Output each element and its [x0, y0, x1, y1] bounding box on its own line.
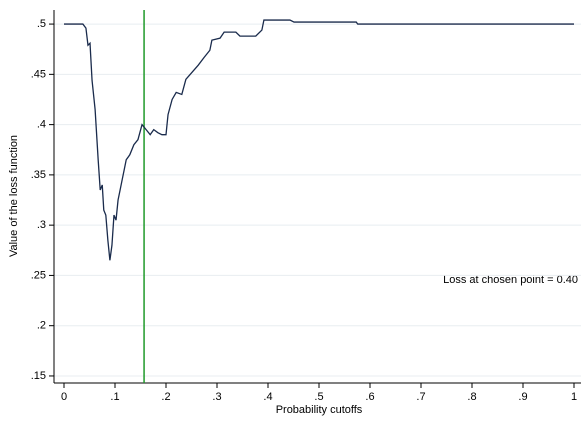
data-line: [64, 19, 574, 261]
y-tick-label: .25: [31, 269, 46, 281]
x-axis-title: Probability cutoffs: [276, 404, 363, 416]
y-tick-label: .5: [37, 18, 46, 30]
x-tick-label: 1: [571, 391, 577, 403]
x-tick-label: .6: [365, 391, 374, 403]
annotation: Loss at chosen point = 0.40: [443, 274, 578, 286]
y-tick-label: .4: [37, 119, 46, 131]
y-tick-label: .45: [31, 68, 46, 80]
y-tick-label: .15: [31, 370, 46, 382]
x-tick-label: .8: [467, 391, 476, 403]
x-tick-label: .1: [110, 391, 119, 403]
x-tick-label: .2: [161, 391, 170, 403]
y-tick-label: .35: [31, 169, 46, 181]
x-tick-label: .3: [212, 391, 221, 403]
x-tick-label: 0: [61, 391, 67, 403]
y-axis-title: Value of the loss function: [8, 135, 20, 257]
x-tick-label: .5: [314, 391, 323, 403]
y-tick-label: .3: [37, 219, 46, 231]
y-tick-label: .2: [37, 320, 46, 332]
x-tick-label: .7: [416, 391, 425, 403]
x-tick-label: .9: [518, 391, 527, 403]
x-tick-label: .4: [263, 391, 272, 403]
